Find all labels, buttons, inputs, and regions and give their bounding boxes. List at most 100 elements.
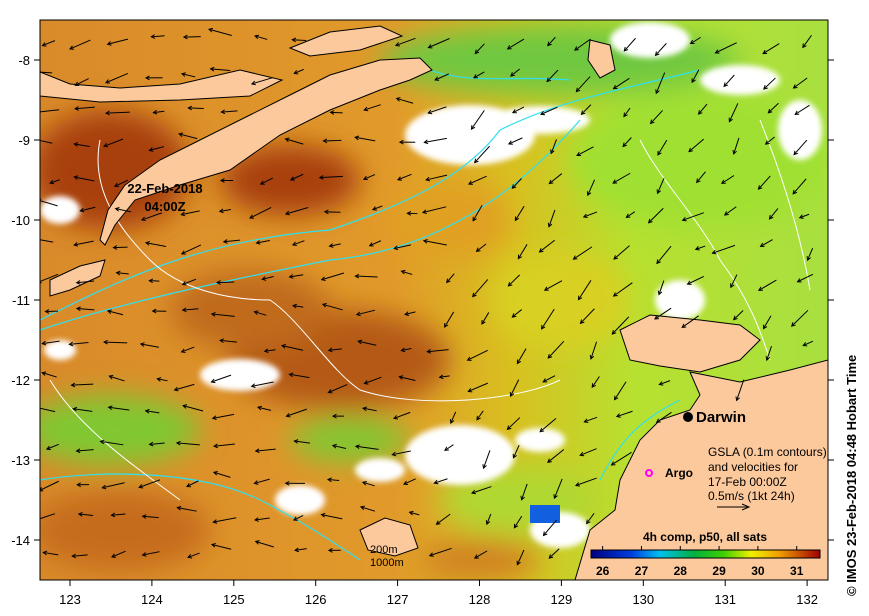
velocity-arrow: [485, 513, 492, 526]
velocity-arrow: [472, 204, 483, 222]
velocity-arrow: [328, 243, 341, 248]
velocity-arrow: [764, 136, 775, 145]
x-tick-label: 130: [632, 592, 654, 607]
colorbar-tick-label: 26: [596, 564, 610, 578]
velocity-arrow: [102, 339, 128, 345]
colorbar: 4h comp, p50, all sats 26 27 28 29 30 31: [590, 530, 821, 578]
credit-text: © IMOS 23-Feb-2018 04:48 Hobart Time: [844, 354, 859, 596]
velocity-arrow: [656, 245, 672, 265]
velocity-arrow: [331, 413, 344, 419]
velocity-arrow: [696, 171, 706, 184]
velocity-arrow: [368, 240, 382, 247]
velocity-arrow: [516, 348, 527, 365]
velocity-arrow: [323, 209, 341, 215]
gsla-contours: [49, 119, 811, 501]
velocity-arrow: [254, 540, 274, 548]
velocity-arrow: [582, 211, 598, 219]
velocity-arrow: [220, 109, 238, 115]
velocity-arrow: [591, 376, 600, 389]
velocity-arrow: [331, 443, 347, 449]
velocity-arrow: [76, 482, 90, 488]
velocity-arrow: [322, 138, 342, 144]
velocity-arrow: [543, 280, 563, 291]
velocity-arrow: [473, 71, 485, 79]
legend-line: and velocities for: [708, 460, 798, 474]
velocity-arrow: [40, 71, 53, 74]
darwin-label: Darwin: [696, 409, 746, 426]
colorbar-tick-label: 27: [635, 564, 649, 578]
velocity-arrow: [320, 272, 345, 282]
velocity-arrow: [657, 139, 668, 156]
velocity-arrow: [542, 375, 556, 383]
depth-label-200m: 200m: [370, 544, 398, 556]
velocity-arrow: [520, 483, 528, 501]
velocity-arrow: [576, 146, 594, 157]
velocity-arrow: [654, 43, 667, 57]
velocity-arrow: [151, 308, 167, 314]
colorbar-tick-label: 28: [674, 564, 688, 578]
velocity-arrow: [110, 512, 126, 518]
velocity-arrow: [475, 243, 487, 253]
velocity-arrow: [435, 513, 451, 525]
velocity-arrow: [577, 280, 592, 301]
velocity-arrow: [656, 178, 665, 195]
velocity-arrow: [106, 309, 124, 316]
velocity-arrow: [292, 514, 304, 521]
velocity-arrow: [806, 247, 814, 262]
velocity-arrow: [75, 306, 95, 312]
velocity-arrow: [612, 282, 633, 297]
velocity-arrow: [255, 239, 270, 245]
axes: 123 124 125 126 127 128 129 130 131 132 -8 -9 -10 -11…: [11, 53, 834, 607]
velocity-arrow: [181, 278, 197, 286]
velocity-arrow: [658, 380, 671, 386]
velocity-arrow: [250, 77, 273, 86]
velocity-arrow: [686, 275, 705, 285]
velocity-arrow: [212, 470, 231, 478]
velocity-arrow: [45, 443, 59, 451]
velocity-arrow: [514, 205, 525, 222]
velocity-arrow: [40, 139, 53, 144]
velocity-arrow: [393, 244, 412, 251]
x-tick-label: 128: [469, 592, 491, 607]
velocity-arrow: [655, 72, 666, 95]
velocity-arrow: [41, 371, 57, 378]
velocity-arrow: [144, 75, 163, 81]
velocity-arrow: [41, 340, 60, 346]
velocity-arrow: [757, 175, 771, 190]
velocity-arrow: [511, 309, 523, 318]
velocity-arrow: [257, 405, 272, 411]
tiwi-islands: [619, 314, 761, 373]
velocity-arrow: [470, 110, 485, 130]
velocity-arrow: [550, 139, 557, 155]
velocity-arrow: [75, 448, 94, 454]
velocity-arrow: [74, 78, 89, 86]
velocity-arrow: [144, 408, 160, 414]
x-tick-label: 123: [59, 592, 81, 607]
velocity-arrow: [444, 311, 455, 328]
velocity-arrow: [472, 279, 489, 298]
velocity-arrow: [647, 207, 664, 224]
velocity-arrow: [553, 478, 563, 500]
wetar-island: [288, 25, 404, 57]
velocity-arrow: [210, 312, 235, 317]
velocity-arrow: [40, 480, 59, 492]
scale-arrow-icon: [717, 503, 751, 511]
velocity-arrow: [509, 379, 520, 398]
velocity-arrow: [613, 245, 630, 260]
velocity-arrow: [400, 347, 412, 353]
velocity-arrow: [767, 102, 779, 114]
velocity-arrow: [612, 77, 630, 90]
velocity-arrow: [68, 341, 89, 347]
velocity-arrow: [538, 239, 555, 253]
velocity-arrow: [362, 174, 376, 181]
y-tick-label: -11: [12, 293, 30, 308]
velocity-arrows: [40, 27, 814, 566]
velocity-arrow: [75, 280, 95, 285]
velocity-arrow: [723, 206, 737, 216]
velocity-arrow: [254, 448, 276, 454]
velocity-arrow: [291, 303, 304, 309]
velocity-arrow: [106, 38, 129, 46]
velocity-arrow: [361, 480, 375, 487]
velocity-arrow: [426, 349, 449, 354]
